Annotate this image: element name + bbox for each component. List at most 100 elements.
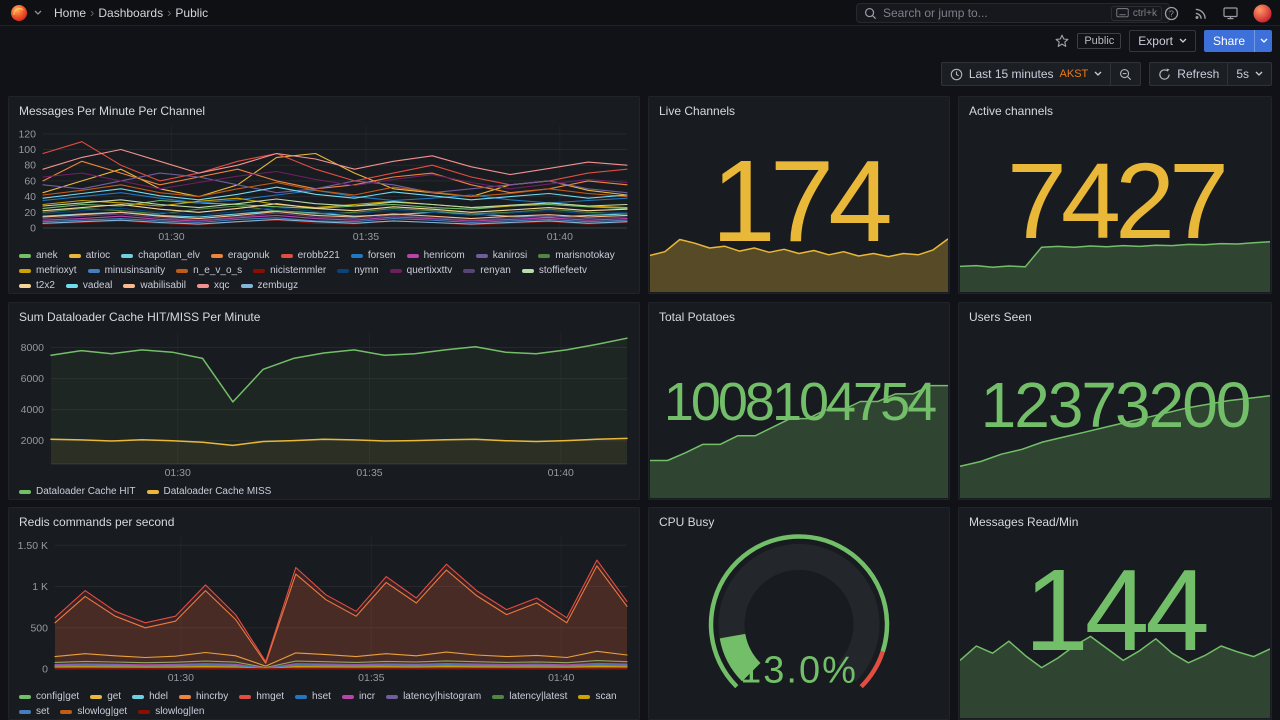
legend-item[interactable]: hincrby [179,691,228,703]
legend-item[interactable]: slowlog|len [138,706,205,718]
legend-item[interactable]: xqc [196,280,230,292]
legend-label: nymn [354,265,379,276]
org-switcher-chevron-icon[interactable] [34,10,42,16]
legend-item[interactable]: atrioc [68,250,110,262]
legend-item[interactable]: kanirosi [475,250,527,262]
legend-item[interactable]: set [19,706,49,718]
legend-item[interactable]: henricom [406,250,465,262]
legend-label: scan [595,691,617,702]
legend-item[interactable]: wabilisabil [123,280,186,292]
legend-item[interactable]: forsen [350,250,396,262]
favorite-star-icon[interactable] [1055,34,1069,48]
panel-title[interactable]: Sum Dataloader Cache HIT/MISS Per Minute [19,310,261,324]
share-button[interactable]: Share [1203,30,1254,52]
panel-title[interactable]: Messages Read/Min [969,515,1079,529]
legend-label: hset [312,691,331,702]
legend-item[interactable]: nicistemmler [253,265,326,277]
legend-item[interactable]: minusinsanity [87,265,165,277]
breadcrumb-public[interactable]: Public [175,5,209,20]
legend-item[interactable]: slowlog|get [60,706,127,718]
rss-icon[interactable] [1194,6,1208,20]
legend-label: latency|histogram [403,691,482,702]
legend-item[interactable]: zembugz [240,280,298,292]
svg-text:?: ? [1169,8,1174,18]
legend-item[interactable]: vadeal [65,280,112,292]
panel-title[interactable]: CPU Busy [659,515,715,529]
legend-label: n_e_v_o_s [193,265,243,276]
export-button[interactable]: Export [1129,30,1196,52]
zoom-out-button[interactable] [1110,62,1142,86]
chevron-down-icon [1094,71,1102,76]
grafana-logo[interactable] [10,4,28,22]
series-color-dash [179,695,191,699]
time-range-picker[interactable]: Last 15 minutes AKST [940,62,1112,86]
top-nav: Home › Dashboards › Public Search or jum… [0,0,1280,26]
legend-item[interactable]: renyan [463,265,511,277]
nav-icon-group: ? [1164,0,1272,26]
panel-redis-commands: Redis commands per second 01:30 01:35 01:4… [8,507,640,720]
legend-item[interactable]: stoffiefeetv [521,265,588,277]
legend-item[interactable]: config|get [19,691,79,703]
svg-text:01:35: 01:35 [358,672,384,684]
timeseries-chart[interactable]: 01:30 01:35 01:40 0 500 1 K 1.50 K [13,531,633,689]
legend-item[interactable]: hset [295,691,331,703]
legend-label: henricom [423,250,465,261]
legend-item[interactable]: metrioxyt [19,265,77,277]
svg-text:01:35: 01:35 [356,467,382,479]
clock-icon [950,68,963,81]
panel-title[interactable]: Total Potatoes [659,310,736,324]
legend-item[interactable]: latency|latest [492,691,567,703]
monitor-icon[interactable] [1223,6,1238,20]
legend-item[interactable]: anek [19,250,58,262]
refresh-button[interactable]: Refresh [1149,62,1229,86]
panel-title[interactable]: Users Seen [969,310,1032,324]
series-color-dash [19,710,31,714]
legend-item[interactable]: Dataloader Cache HIT [19,486,136,498]
series-color-dash [132,695,145,699]
svg-text:100: 100 [18,144,36,156]
legend-item[interactable]: get [90,691,121,703]
legend-item[interactable]: Dataloader Cache MISS [146,486,271,498]
legend-item[interactable]: hmget [239,691,284,703]
public-tag[interactable]: Public [1077,33,1122,49]
stat-value: 144 [1024,545,1210,675]
panel-users-seen: Users Seen 12373200 [958,302,1272,500]
panel-title[interactable]: Live Channels [659,104,736,118]
legend-item[interactable]: latency|histogram [386,691,481,703]
legend-label: stoffiefeetv [538,265,588,276]
legend-label: t2x2 [36,280,55,291]
legend-label: Dataloader Cache HIT [36,486,136,497]
legend-item[interactable]: n_e_v_o_s [176,265,242,277]
legend-item[interactable]: t2x2 [19,280,55,292]
series-color-dash [19,284,31,288]
panel-total-potatoes: Total Potatoes 1008104754 [648,302,950,500]
svg-text:01:30: 01:30 [168,672,194,684]
legend-item[interactable]: marisnotokay [538,250,615,262]
breadcrumb-dashboards[interactable]: Dashboards [98,5,164,20]
legend-item[interactable]: hdel [132,691,168,703]
legend-label: hdel [149,691,168,702]
legend-item[interactable]: chapotlan_elv [121,250,200,262]
help-icon[interactable]: ? [1164,6,1179,21]
search-input[interactable]: Search or jump to... ctrl+k [856,3,1170,23]
svg-text:13.0%: 13.0% [740,650,858,692]
series-color-dash [463,269,476,273]
breadcrumb-home[interactable]: Home [54,5,87,20]
panel-title[interactable]: Active channels [969,104,1054,118]
legend-item[interactable]: scan [578,691,617,703]
legend-item[interactable]: nymn [337,265,379,277]
panel-title[interactable]: Messages Per Minute Per Channel [19,104,206,118]
keyboard-icon [1116,8,1129,18]
panel-title[interactable]: Redis commands per second [19,515,175,529]
avatar[interactable] [1253,4,1272,23]
legend-item[interactable]: eragonuk [210,250,270,262]
legend-item[interactable]: incr [341,691,375,703]
legend-item[interactable]: erobb221 [280,250,340,262]
timeseries-chart[interactable]: 01:30 01:35 01:40 0 20 40 60 80 100 120 [13,120,633,248]
refresh-interval-label: 5s [1236,67,1249,81]
timeseries-chart[interactable]: 01:30 01:35 01:40 2000 4000 6000 8000 [13,326,633,484]
legend-item[interactable]: quertixxttv [389,265,452,277]
share-menu-button[interactable] [1254,30,1272,52]
refresh-interval-picker[interactable]: 5s [1227,62,1272,86]
chevron-down-icon [1260,38,1267,43]
